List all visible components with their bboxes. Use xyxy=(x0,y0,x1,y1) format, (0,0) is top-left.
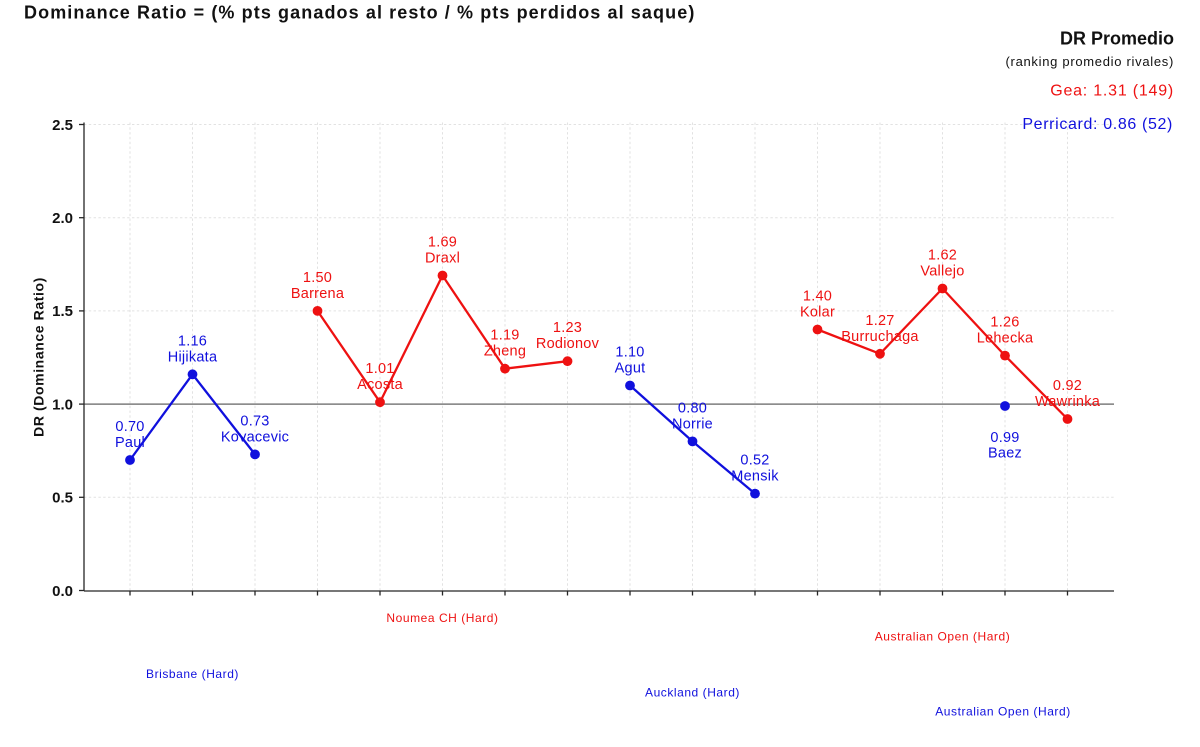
svg-text:DR Promedio: DR Promedio xyxy=(1060,29,1174,49)
svg-text:Hijikata: Hijikata xyxy=(168,349,218,365)
svg-text:1.5: 1.5 xyxy=(52,303,73,320)
svg-text:0.5: 0.5 xyxy=(52,490,73,507)
svg-text:0.0: 0.0 xyxy=(52,583,73,600)
svg-text:1.26: 1.26 xyxy=(990,315,1019,331)
svg-text:DR (Dominance Ratio): DR (Dominance Ratio) xyxy=(31,277,47,437)
svg-text:2.0: 2.0 xyxy=(52,210,73,227)
svg-text:0.73: 0.73 xyxy=(240,413,269,429)
svg-text:Dominance Ratio = (% pts ganad: Dominance Ratio = (% pts ganados al rest… xyxy=(24,3,695,23)
svg-text:0.70: 0.70 xyxy=(115,419,144,435)
svg-text:Acosta: Acosta xyxy=(357,377,404,393)
svg-text:0.92: 0.92 xyxy=(1053,378,1082,394)
svg-text:1.50: 1.50 xyxy=(303,270,332,286)
svg-text:Vallejo: Vallejo xyxy=(920,264,964,280)
svg-text:Wawrinka: Wawrinka xyxy=(1035,394,1101,410)
svg-text:1.40: 1.40 xyxy=(803,289,832,305)
svg-text:1.23: 1.23 xyxy=(553,320,582,336)
svg-text:1.16: 1.16 xyxy=(178,333,207,349)
svg-text:1.62: 1.62 xyxy=(928,248,957,264)
svg-text:Perricard: 0.86 (52): Perricard: 0.86 (52) xyxy=(1022,116,1173,133)
svg-text:Rodionov: Rodionov xyxy=(536,336,600,352)
svg-text:0.99: 0.99 xyxy=(990,430,1019,446)
svg-text:Brisbane (Hard): Brisbane (Hard) xyxy=(146,667,239,681)
svg-text:1.0: 1.0 xyxy=(52,396,73,413)
svg-text:Kolar: Kolar xyxy=(800,305,835,321)
svg-text:0.80: 0.80 xyxy=(678,400,707,416)
svg-text:Barrena: Barrena xyxy=(291,286,345,302)
svg-text:Burruchaga: Burruchaga xyxy=(841,329,919,345)
svg-text:1.01: 1.01 xyxy=(365,361,394,377)
svg-text:Mensik: Mensik xyxy=(731,469,779,485)
svg-text:Gea: 1.31 (149): Gea: 1.31 (149) xyxy=(1050,83,1174,100)
svg-text:Australian Open (Hard): Australian Open (Hard) xyxy=(875,629,1011,643)
svg-text:Australian Open (Hard): Australian Open (Hard) xyxy=(935,704,1071,718)
svg-text:1.10: 1.10 xyxy=(615,345,644,361)
svg-text:Baez: Baez xyxy=(988,446,1022,462)
svg-text:Auckland (Hard): Auckland (Hard) xyxy=(645,685,740,699)
svg-text:2.5: 2.5 xyxy=(52,117,73,134)
svg-text:1.19: 1.19 xyxy=(490,328,519,344)
svg-text:1.27: 1.27 xyxy=(865,313,894,329)
svg-text:Paul: Paul xyxy=(115,435,145,451)
svg-text:0.52: 0.52 xyxy=(740,453,769,469)
svg-text:Kovacevic: Kovacevic xyxy=(221,429,289,445)
svg-text:1.69: 1.69 xyxy=(428,235,457,251)
svg-text:Agut: Agut xyxy=(615,361,646,377)
svg-text:Draxl: Draxl xyxy=(425,251,460,267)
svg-text:Zheng: Zheng xyxy=(484,344,526,360)
svg-text:Norrie: Norrie xyxy=(672,416,713,432)
svg-text:Noumea CH (Hard): Noumea CH (Hard) xyxy=(386,611,498,625)
svg-text:Lehecka: Lehecka xyxy=(977,331,1034,347)
svg-text:(ranking promedio rivales): (ranking promedio rivales) xyxy=(1006,54,1174,69)
